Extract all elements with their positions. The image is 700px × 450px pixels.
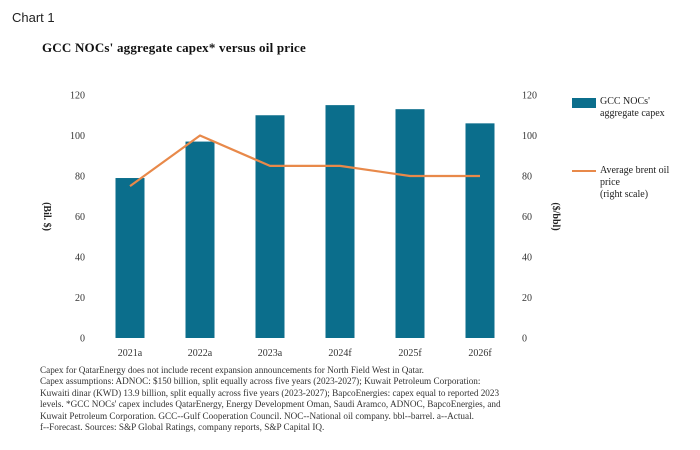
- chart-legend: GCC NOCs' aggregate capex Average brent …: [568, 96, 696, 201]
- right-y-tick-label: 120: [522, 91, 537, 102]
- capex-bar: [325, 105, 355, 338]
- note-line: Kuwait Petroleum Corporation. GCC--Gulf …: [40, 410, 474, 421]
- capex-bar: [465, 123, 495, 338]
- right-y-tick-label: 60: [522, 212, 532, 223]
- right-y-tick-label: 0: [522, 334, 527, 345]
- x-tick-label: 2021a: [118, 348, 143, 359]
- chart-title: GCC NOCs' aggregate capex* versus oil pr…: [42, 40, 306, 55]
- capex-bar: [115, 178, 145, 338]
- right-y-tick-label: 40: [522, 253, 532, 264]
- x-tick-label: 2022a: [188, 348, 213, 359]
- left-y-tick-label: 80: [75, 172, 85, 183]
- note-line: Capex for QatarEnergy does not include r…: [40, 365, 424, 375]
- left-y-tick-label: 120: [70, 91, 85, 102]
- legend-label-capex: GCC NOCs' aggregate capex: [600, 96, 665, 119]
- capex-bar: [185, 141, 215, 338]
- legend-item-oil-price: Average brent oil price (right scale): [568, 165, 696, 201]
- legend-swatch-line: [572, 170, 596, 172]
- capex-bar: [255, 115, 285, 338]
- note-line: Kuwaiti dinar (KWD) 13.9 billion, split …: [40, 387, 500, 398]
- note-line: Capex assumptions: ADNOC: $150 billion, …: [40, 376, 481, 387]
- right-axis-title: ($/bbl): [550, 202, 561, 230]
- left-y-tick-label: 20: [75, 293, 85, 304]
- x-tick-label: 2025f: [398, 348, 422, 359]
- legend-swatch-bar: [572, 98, 596, 108]
- oil-price-line: [129, 134, 480, 188]
- note-line: levels. *GCC NOCs' capex includes QatarE…: [40, 399, 501, 410]
- right-y-tick-label: 100: [522, 131, 537, 142]
- left-y-tick-label: 40: [75, 253, 85, 264]
- chart-notes: Capex for QatarEnergy does not include r…: [40, 365, 620, 433]
- left-y-tick-label: 60: [75, 212, 85, 223]
- note-line: f--Forecast. Sources: S&P Global Ratings…: [40, 422, 325, 433]
- left-y-tick-label: 100: [70, 131, 85, 142]
- left-axis-title: (Bil. $): [41, 202, 52, 231]
- right-y-tick-label: 80: [522, 172, 532, 183]
- x-tick-label: 2026f: [468, 348, 492, 359]
- capex-bar: [395, 109, 425, 338]
- chart-number-label: Chart 1: [12, 10, 55, 25]
- legend-label-oil-price: Average brent oil price (right scale): [600, 165, 670, 200]
- right-y-tick-label: 20: [522, 293, 532, 304]
- left-y-tick-label: 0: [80, 334, 85, 345]
- x-tick-label: 2024f: [328, 348, 352, 359]
- x-tick-label: 2023a: [258, 348, 283, 359]
- legend-item-capex: GCC NOCs' aggregate capex: [568, 96, 696, 120]
